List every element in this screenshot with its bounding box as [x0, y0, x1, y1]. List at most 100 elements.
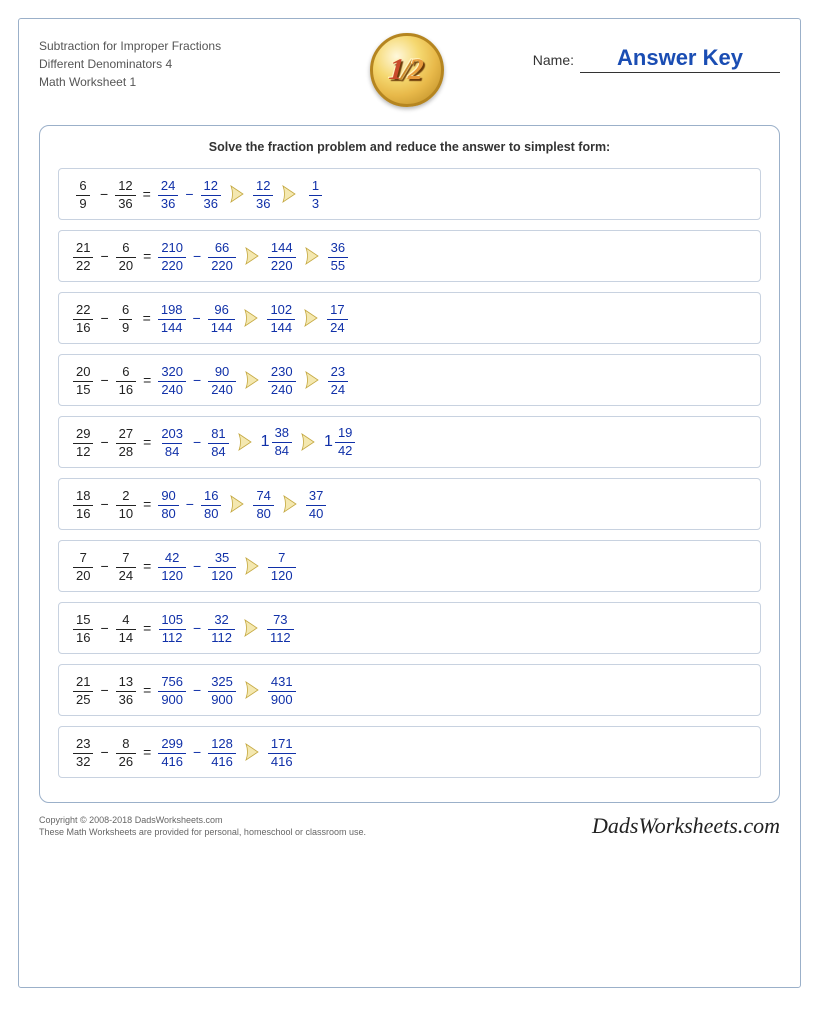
- site-name: DadsWorksheets.com: [592, 813, 780, 839]
- fraction: 2332: [73, 735, 93, 769]
- fraction: 320240: [158, 363, 186, 397]
- denominator: 36: [116, 691, 136, 707]
- operator: −: [98, 372, 110, 388]
- equation: 1516−414=105112−3211273112: [73, 611, 294, 645]
- numerator: 73: [270, 613, 290, 628]
- step-arrow-icon: [304, 246, 320, 266]
- denominator: 144: [158, 319, 186, 335]
- title-line-1: Subtraction for Improper Fractions: [39, 37, 299, 55]
- denominator: 220: [208, 257, 236, 273]
- numerator: 32: [211, 613, 231, 628]
- equation: 2122−620=210220−662201442203655: [73, 239, 348, 273]
- fraction: 3740: [306, 487, 326, 521]
- fraction: 7120: [268, 551, 296, 583]
- fraction: 66220: [208, 241, 236, 273]
- numerator: 7: [119, 551, 132, 566]
- title-line-2: Different Denominators 4: [39, 55, 299, 73]
- fraction: 2122: [73, 239, 93, 273]
- fraction: 414: [116, 611, 136, 645]
- denominator: 9: [119, 319, 132, 335]
- fraction: 1336: [116, 673, 136, 707]
- denominator: 42: [335, 442, 355, 458]
- numerator: 22: [73, 303, 93, 318]
- numerator: 12: [253, 179, 273, 194]
- numerator: 81: [208, 427, 228, 442]
- numerator: 42: [162, 551, 182, 566]
- denominator: 120: [268, 567, 296, 583]
- numerator: 29: [73, 427, 93, 442]
- fraction: 9080: [158, 489, 178, 521]
- denominator: 112: [159, 629, 186, 645]
- fraction: 102144: [267, 301, 295, 335]
- problem-row: 720−724=42120−351207120: [58, 540, 761, 592]
- fraction: 1236: [253, 179, 273, 211]
- fraction: 105112: [158, 611, 186, 645]
- denominator: 22: [73, 257, 93, 273]
- problem-row: 2216−69=198144−961441021441724: [58, 292, 761, 344]
- numerator: 144: [268, 241, 296, 256]
- step-arrow-icon: [244, 246, 260, 266]
- denominator: 36: [253, 195, 273, 211]
- operator: −: [98, 248, 110, 264]
- step-arrow-icon: [282, 494, 298, 514]
- denominator: 25: [73, 691, 93, 707]
- fraction: 2436: [158, 179, 178, 211]
- denominator: 416: [158, 753, 186, 769]
- fraction: 69: [116, 301, 136, 335]
- numerator: 35: [212, 551, 232, 566]
- denominator: 80: [201, 505, 221, 521]
- denominator: 15: [73, 381, 93, 397]
- fraction: 616: [116, 365, 136, 397]
- equation: 1816−210=9080−168074803740: [73, 487, 326, 521]
- fraction: 1680: [201, 489, 221, 521]
- fraction: 66220: [208, 239, 236, 273]
- operator: =: [141, 682, 153, 698]
- denominator: 40: [306, 505, 326, 521]
- fraction: 96144: [208, 303, 236, 335]
- fraction: 2324: [328, 365, 348, 397]
- operator: −: [98, 310, 110, 326]
- operator: −: [191, 310, 203, 326]
- fraction: 7120: [268, 549, 296, 583]
- fraction: 2122: [73, 241, 93, 273]
- numerator: 36: [328, 241, 348, 256]
- numerator: 203: [158, 427, 186, 442]
- step-arrow-icon: [300, 432, 316, 452]
- numerator: 16: [201, 489, 221, 504]
- operator: −: [98, 434, 110, 450]
- operator: −: [191, 248, 203, 264]
- fraction: 144220: [268, 241, 296, 273]
- denominator: 84: [162, 443, 182, 459]
- operator: −: [191, 744, 203, 760]
- operator: =: [141, 186, 153, 202]
- denominator: 900: [208, 691, 236, 707]
- step-arrow-icon: [303, 308, 319, 328]
- numerator: 90: [158, 489, 178, 504]
- step-arrow-icon: [244, 370, 260, 390]
- fraction: 144220: [268, 239, 296, 273]
- worksheet-title: Subtraction for Improper Fractions Diffe…: [39, 37, 299, 91]
- operator: =: [141, 372, 153, 388]
- fraction: 210: [116, 487, 136, 521]
- fraction: 2728: [116, 425, 136, 459]
- fraction: 325900: [208, 673, 236, 707]
- numerator: 230: [268, 365, 296, 380]
- numerator: 210: [158, 241, 186, 256]
- equation: 2912−2728=20384−81841388411942: [73, 425, 355, 459]
- operator: −: [183, 186, 195, 202]
- numerator: 325: [208, 675, 236, 690]
- whole-part: 1: [324, 433, 333, 451]
- fraction: 2015: [73, 365, 93, 397]
- equation: 2332−826=299416−128416171416: [73, 735, 296, 769]
- fraction: 1236: [253, 177, 273, 211]
- fraction: 3655: [328, 239, 348, 273]
- operator: =: [141, 248, 153, 264]
- fraction: 7480: [253, 489, 273, 521]
- denominator: 416: [208, 753, 236, 769]
- fraction: 210220: [158, 239, 186, 273]
- denominator: 84: [208, 443, 228, 459]
- fraction: 210: [116, 489, 136, 521]
- fraction: 2912: [73, 425, 93, 459]
- fraction: 13: [305, 177, 325, 211]
- denominator: 20: [73, 567, 93, 583]
